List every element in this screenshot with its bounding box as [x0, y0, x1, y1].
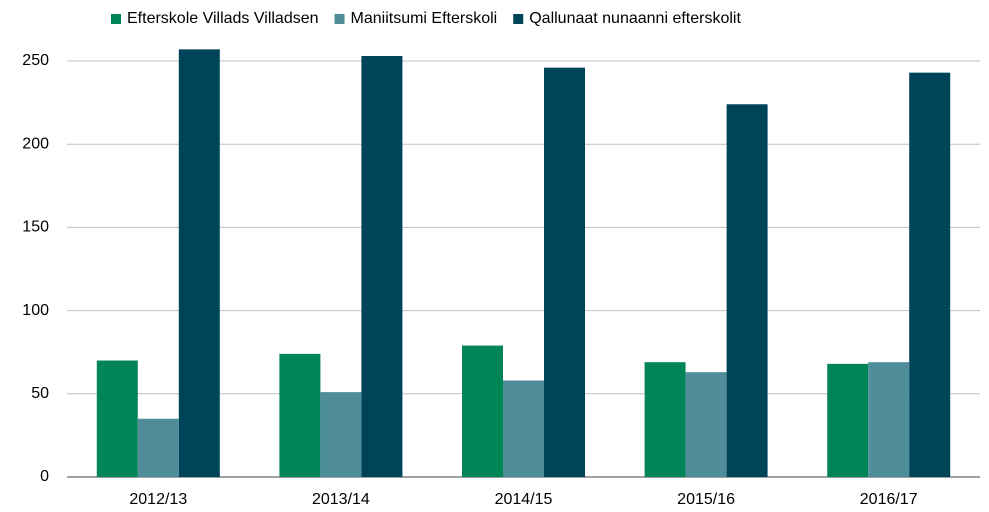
legend-marker [334, 14, 345, 24]
bar [827, 363, 869, 477]
y-tick-label: 0 [40, 468, 49, 485]
y-tick-label: 50 [31, 385, 49, 402]
bar [868, 362, 910, 477]
x-tick-label: 2012/13 [129, 491, 187, 508]
x-tick-label: 2016/17 [860, 491, 918, 508]
bar [544, 67, 585, 477]
bar [462, 345, 503, 477]
legend-marker [513, 14, 524, 24]
bar [361, 56, 403, 478]
bar [96, 360, 138, 477]
x-tick-label: 2014/15 [495, 491, 553, 508]
legend-label: Qallunaat nunaanni efterskolit [529, 10, 741, 27]
bar [279, 353, 321, 477]
bar [726, 104, 768, 477]
x-tick-label: 2015/16 [677, 491, 735, 508]
x-tick-label: 2013/14 [312, 491, 370, 508]
legend-label: Efterskole Villads Villadsen [127, 10, 319, 27]
bar [644, 362, 686, 477]
y-tick-label: 200 [22, 135, 49, 152]
legend-label: Maniitsumi Efterskoli [351, 10, 498, 27]
legend-marker [111, 14, 121, 24]
bar [909, 72, 951, 477]
bar [685, 372, 727, 477]
bar [178, 49, 220, 478]
bar [137, 418, 179, 477]
bar [320, 392, 362, 477]
y-tick-label: 250 [22, 52, 49, 69]
bar [503, 380, 544, 477]
y-tick-label: 100 [22, 302, 49, 319]
y-tick-label: 150 [22, 219, 49, 236]
